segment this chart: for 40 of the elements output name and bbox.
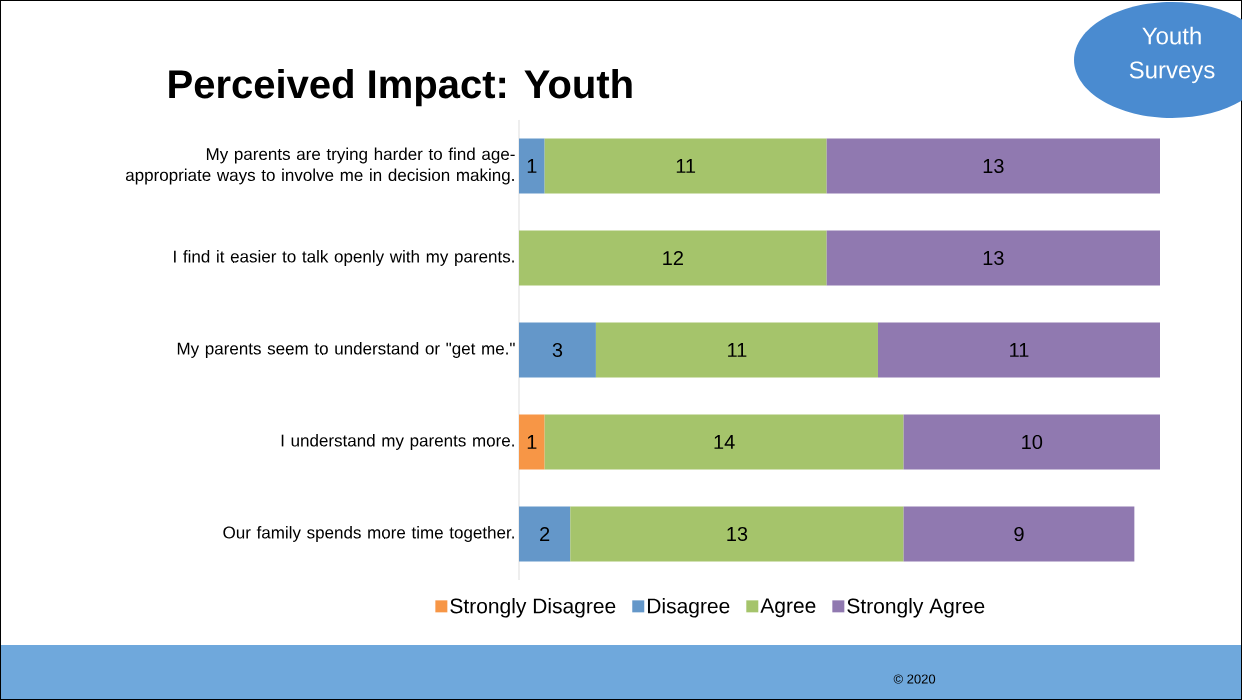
bar [826,138,1160,194]
data-label: 1 [527,435,537,449]
bar [903,506,1135,562]
data-label: 3 [552,342,563,358]
data-label: 11 [728,343,747,357]
data-label: 1 [527,159,537,173]
y-tick-label: My parents are trying harder to find age-appropriate ways to involve me in decision making. [125,147,515,185]
legend-label: Strongly Agree [847,597,985,618]
text: Youth Surveys [1129,26,1215,84]
bar [544,138,827,194]
y-tick-label: I understand my parents more. [281,434,514,450]
data-label: 11 [1010,343,1029,357]
bar [826,230,1160,286]
y-tick-label: Our family spends more time together. [223,526,514,542]
bar [519,506,571,562]
bar [877,322,1160,378]
bar [903,414,1160,470]
bar [519,322,596,378]
data-label: 12 [663,251,683,265]
bar [595,322,878,378]
bar [519,230,827,286]
bar [544,414,904,470]
data-label: 10 [1022,434,1043,450]
data-label: 13 [727,526,748,542]
legend-label: Disagree [647,597,730,618]
y-tick-label: I find it easier to talk openly with my parents. [174,250,514,266]
text: © 2020 [893,674,936,684]
bar [570,506,904,562]
legend-label: Strongly Disagree [450,597,616,618]
legend-label: Agree [760,598,816,618]
chart-title: Perceived Impact: Youth [169,69,632,107]
data-label: 14 [714,435,735,449]
bar [519,138,545,194]
bar [519,414,545,470]
data-label: 13 [983,250,1004,266]
y-tick-label: My parents seem to understand or "get me." [177,342,515,358]
data-label: 11 [676,159,696,173]
data-label: 2 [540,527,550,541]
data-label: 9 [1014,526,1024,542]
data-label: 13 [983,158,1004,174]
